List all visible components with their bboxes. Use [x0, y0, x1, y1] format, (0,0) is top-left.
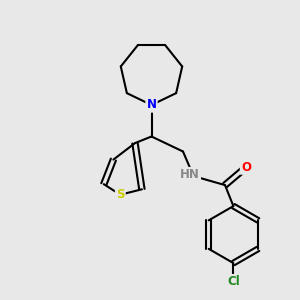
Text: S: S	[116, 188, 124, 201]
Text: N: N	[146, 98, 157, 112]
Text: HN: HN	[180, 168, 200, 181]
Text: O: O	[241, 160, 251, 174]
Text: Cl: Cl	[227, 275, 240, 288]
